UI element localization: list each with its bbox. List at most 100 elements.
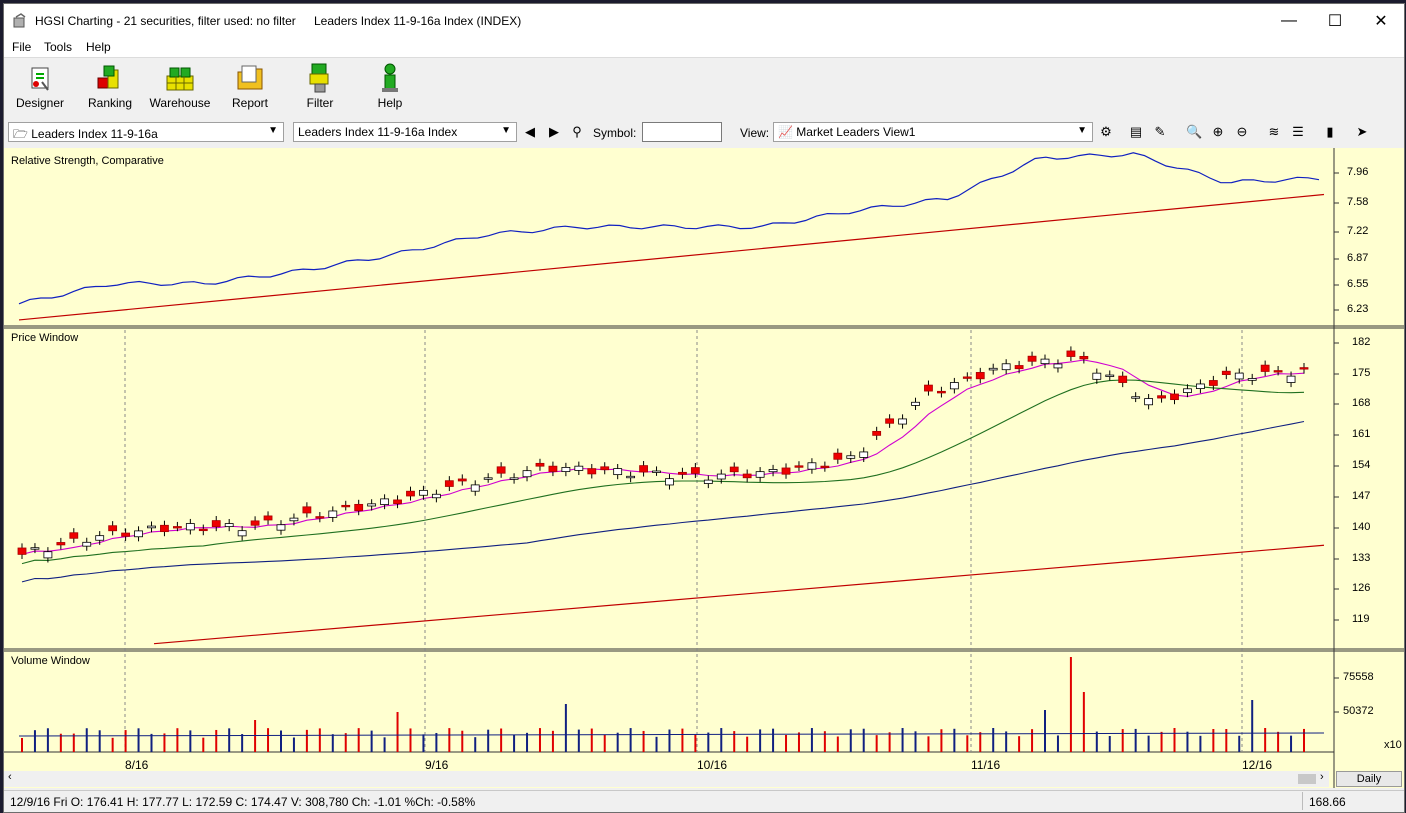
list-combo[interactable]: 🗁 Leaders Index 11-9-16a ▼ xyxy=(8,122,284,142)
chart-view-icon: 📈 xyxy=(778,125,793,139)
candle-body xyxy=(665,478,674,486)
warehouse-button[interactable]: Warehouse xyxy=(148,62,212,116)
candle-body xyxy=(1196,383,1205,389)
candle-body xyxy=(535,462,545,467)
candle-body xyxy=(121,532,130,537)
candle-body xyxy=(924,384,933,392)
candle-body xyxy=(289,517,299,522)
x-axis-label: 11/16 xyxy=(971,758,1001,772)
candle-body xyxy=(678,471,687,475)
binoculars-icon[interactable]: ⚲ xyxy=(572,124,582,139)
volume-panel-title: Volume Window xyxy=(11,655,90,667)
candle-body xyxy=(587,468,597,475)
ranking-button[interactable]: Ranking xyxy=(84,62,136,116)
candle-body xyxy=(1079,355,1089,360)
rs-tick: 7.58 xyxy=(1347,196,1369,208)
report-button[interactable]: Report xyxy=(226,62,274,116)
candle-body xyxy=(574,465,584,471)
maximize-button[interactable]: ☐ xyxy=(1327,12,1343,30)
chevron-down-icon: ▼ xyxy=(1077,125,1087,136)
candle-body xyxy=(872,430,882,436)
prev-arrow-icon[interactable]: ◀ xyxy=(525,124,535,139)
help-label: Help xyxy=(377,96,403,110)
candle-body xyxy=(1286,375,1296,383)
timeframe-button[interactable]: Daily xyxy=(1336,771,1402,787)
view-combo[interactable]: 📈 Market Leaders View1 ▼ xyxy=(773,122,1093,142)
price-tick: 133 xyxy=(1352,552,1371,564)
candle-body xyxy=(1001,363,1011,371)
candle-body xyxy=(626,475,636,479)
candle-body xyxy=(198,528,208,532)
menu-file[interactable]: File xyxy=(12,40,32,54)
status-bar: 12/9/16 Fri O: 176.41 H: 177.77 L: 172.5… xyxy=(4,790,1404,812)
candle-body xyxy=(302,506,312,514)
candle-body xyxy=(147,525,156,529)
scroll-right-icon[interactable]: › xyxy=(1320,771,1324,783)
price-ma-medium xyxy=(21,379,1305,565)
edit-icon[interactable]: ✎ xyxy=(1154,124,1166,139)
candle-body xyxy=(742,473,752,479)
price-tick: 147 xyxy=(1352,490,1371,502)
rs-tick: 6.23 xyxy=(1347,303,1369,315)
report-icon xyxy=(237,65,263,90)
candle-body xyxy=(108,525,118,532)
symbol-input[interactable] xyxy=(642,122,722,142)
next-arrow-icon[interactable]: ▶ xyxy=(549,124,559,139)
bar-chart-icon[interactable]: ▮ xyxy=(1326,124,1334,139)
menu-bar: File Tools Help xyxy=(4,37,1404,57)
horizontal-scrollbar[interactable]: ‹ › xyxy=(4,771,1329,787)
security-combo-value: Leaders Index 11-9-16a Index xyxy=(298,125,458,139)
help-button[interactable]: Help xyxy=(370,62,410,116)
price-tick: 140 xyxy=(1352,521,1371,533)
candle-body xyxy=(988,367,998,371)
candle-body xyxy=(43,551,53,559)
filter-button[interactable]: Filter xyxy=(300,62,340,116)
symbol-label: Symbol: xyxy=(593,126,637,140)
candle-body xyxy=(1118,375,1128,383)
scroll-thumb[interactable] xyxy=(1298,774,1316,784)
minimize-button[interactable]: — xyxy=(1281,11,1297,29)
list-icon[interactable]: ☰ xyxy=(1292,124,1304,139)
candle-body xyxy=(211,520,221,527)
candle-body xyxy=(367,503,377,507)
menu-help[interactable]: Help xyxy=(86,40,111,54)
scroll-left-icon[interactable]: ‹ xyxy=(8,771,12,783)
candle-body xyxy=(496,466,506,474)
candle-body xyxy=(613,468,623,476)
candle-body xyxy=(1183,388,1192,393)
candle-body xyxy=(898,418,907,425)
candle-body xyxy=(1040,358,1050,365)
candle-body xyxy=(1273,370,1283,373)
close-button[interactable]: ✕ xyxy=(1374,12,1388,30)
candle-body xyxy=(263,515,273,521)
rs-moving-average xyxy=(18,193,1325,321)
properties-icon[interactable]: ▤ xyxy=(1129,124,1143,139)
candle-body xyxy=(859,451,869,458)
designer-button[interactable]: Designer xyxy=(12,62,68,116)
zoom-in-icon[interactable]: ⊕ xyxy=(1212,124,1224,139)
zoom-out-icon[interactable]: ⊖ xyxy=(1236,124,1248,139)
main-toolbar: Designer Ranking Warehouse Re xyxy=(4,57,1404,119)
candle-body xyxy=(561,467,571,473)
candle-body xyxy=(470,484,480,492)
bars-icon[interactable]: ≋ xyxy=(1268,124,1280,139)
candle-body xyxy=(172,526,182,529)
candle-body xyxy=(807,462,817,470)
candle-body xyxy=(975,372,985,380)
candle-body xyxy=(237,530,247,537)
candle-body xyxy=(30,547,40,550)
candle-body xyxy=(341,504,351,508)
settings-icon[interactable]: ⚙ xyxy=(1100,124,1112,139)
candle-body xyxy=(509,477,519,480)
candle-body xyxy=(1105,374,1115,377)
window-title: HGSI Charting - 21 securities, filter us… xyxy=(35,14,296,28)
zoom-icon[interactable]: 🔍 xyxy=(1186,124,1203,139)
export-icon[interactable]: ➤ xyxy=(1356,124,1368,139)
candle-body xyxy=(328,510,338,518)
security-combo[interactable]: Leaders Index 11-9-16a Index ▼ xyxy=(293,122,517,142)
candle-body xyxy=(548,465,558,472)
candle-body xyxy=(820,465,830,469)
candle-body xyxy=(1066,350,1076,357)
chart-area[interactable]: Relative Strength, Comparative 7.96 7.58… xyxy=(4,148,1404,788)
menu-tools[interactable]: Tools xyxy=(44,40,73,54)
